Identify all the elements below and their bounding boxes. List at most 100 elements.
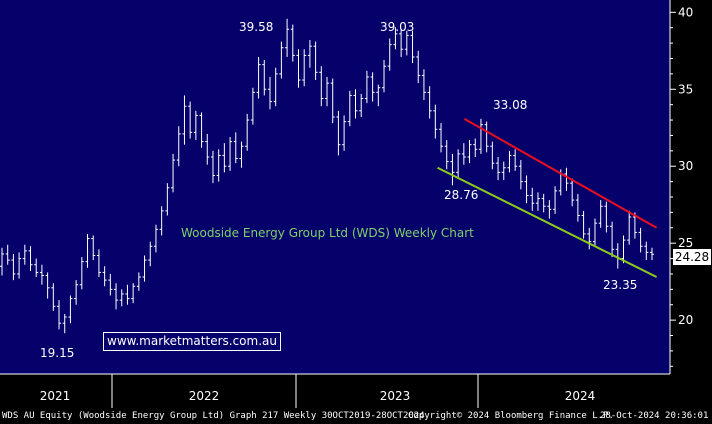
candle [228, 136, 233, 171]
candle [119, 289, 124, 307]
candle [57, 300, 62, 330]
annotation-high-2022: 39.58 [239, 20, 274, 34]
candle [359, 93, 364, 117]
chart-title: Woodside Energy Group Ltd (WDS) Weekly C… [181, 226, 474, 240]
annotation-swing-high: 33.08 [493, 98, 528, 112]
annotation-recent-low: 23.35 [603, 278, 638, 292]
candle [5, 244, 10, 265]
candle [273, 67, 278, 107]
x-axis: 2021 2022 2023 2024 [0, 373, 670, 408]
candle [564, 167, 569, 191]
candle [125, 284, 130, 305]
x-tick-label: 2023 [380, 389, 411, 403]
annotation-swing-low: 28.76 [444, 188, 479, 202]
candle [114, 283, 119, 310]
candle [330, 78, 335, 124]
candle [79, 257, 84, 290]
candle [91, 235, 96, 261]
candle [319, 66, 324, 107]
candle [501, 161, 506, 181]
candle [433, 104, 438, 139]
candle [250, 87, 255, 125]
candle [142, 255, 147, 282]
candle [68, 295, 73, 324]
candle [416, 50, 421, 84]
candle [290, 24, 295, 62]
footer-security: WDS AU Equity (Woodside Energy Group Ltd… [2, 411, 425, 421]
candle [650, 247, 654, 261]
candle [570, 178, 575, 207]
candle [85, 233, 90, 268]
candle [513, 149, 518, 171]
annotation-high-2023: 39.03 [380, 20, 415, 34]
candle [136, 272, 141, 291]
candle [592, 218, 597, 247]
candle [108, 273, 113, 296]
candle [22, 244, 27, 265]
candle [45, 272, 50, 299]
candle [307, 40, 312, 68]
candle [518, 160, 523, 190]
candle [439, 123, 444, 153]
candle [245, 113, 250, 151]
candle [182, 95, 187, 145]
candle [621, 235, 626, 264]
candle [450, 153, 455, 186]
y-tick-label: 20 [678, 313, 693, 327]
candle [239, 141, 244, 168]
candle [176, 126, 181, 167]
candle [165, 183, 170, 216]
candle [347, 90, 352, 127]
candle [473, 138, 478, 157]
candle [279, 41, 284, 79]
plot-area [0, 0, 670, 374]
candle [199, 112, 204, 148]
candle [382, 60, 387, 93]
candle [205, 133, 210, 165]
candle [410, 30, 415, 64]
candle [302, 49, 307, 87]
y-tick-label: 40 [678, 5, 693, 19]
candle [0, 247, 4, 276]
candle [553, 186, 558, 214]
candle [62, 313, 67, 334]
x-tick-label: 2021 [40, 389, 71, 403]
candle [342, 115, 347, 151]
candle [256, 56, 261, 99]
candle [404, 30, 409, 56]
candle [222, 143, 227, 173]
candle [51, 283, 56, 311]
candle [216, 149, 221, 182]
candle [376, 84, 381, 107]
website-link[interactable]: www.marketmatters.com.au [103, 332, 281, 351]
candle [478, 118, 483, 154]
candle [370, 72, 375, 102]
y-axis: 20 25 30 35 40 [669, 0, 693, 374]
footer-timestamp: 28-Oct-2024 20:36:01 [600, 411, 709, 421]
candle [131, 283, 136, 304]
candle [171, 153, 176, 193]
candle [393, 27, 398, 50]
trendline-support [437, 166, 658, 278]
candle [610, 221, 615, 258]
candle [541, 193, 546, 213]
candle [421, 69, 426, 101]
candle [547, 200, 552, 219]
candle [267, 76, 272, 110]
candle [96, 249, 101, 278]
candle [638, 227, 643, 253]
candle [193, 110, 198, 141]
candle [11, 253, 16, 281]
candle [34, 258, 39, 278]
annotation-low-2021: 19.15 [40, 346, 75, 360]
candle [581, 210, 586, 239]
footer-bar: WDS AU Equity (Woodside Energy Group Ltd… [0, 408, 712, 424]
x-tick-label: 2022 [189, 389, 220, 403]
y-tick-label: 35 [678, 82, 693, 96]
candle [159, 206, 164, 236]
candle [627, 210, 632, 245]
candle [325, 76, 329, 107]
candle [296, 49, 301, 88]
candle-series [0, 18, 654, 334]
